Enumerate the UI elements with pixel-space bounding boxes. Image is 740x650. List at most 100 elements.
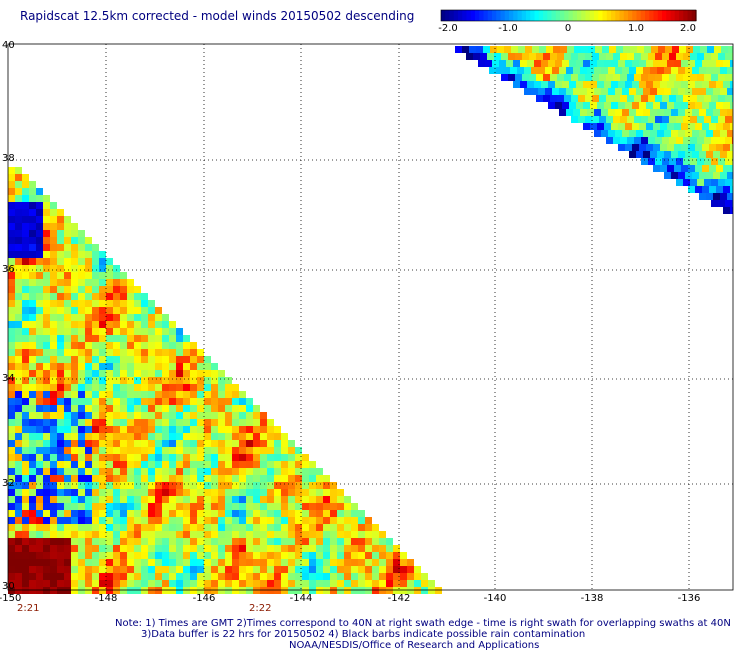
swath-cell (674, 144, 681, 151)
swath-cell (218, 531, 225, 538)
swath-cell (50, 482, 57, 489)
swath-cell (99, 447, 106, 454)
swath-cell (148, 454, 155, 461)
swath-cell (643, 109, 650, 116)
swath-cell (608, 67, 615, 74)
swath-cell (50, 377, 57, 384)
swath-cell (155, 524, 162, 531)
swath-cell (43, 559, 50, 566)
swath-cell (608, 109, 615, 116)
swath-cell (120, 356, 127, 363)
swath-cell (386, 559, 393, 566)
swath-cell (295, 475, 302, 482)
swath-cell (50, 293, 57, 300)
swath-cell (637, 46, 644, 53)
swath-cell (106, 587, 113, 594)
swath-cell (281, 538, 288, 545)
swath-cell (636, 151, 643, 158)
swath-cell (15, 272, 22, 279)
swath-cell (655, 95, 662, 102)
swath-cell (650, 67, 657, 74)
swath-cell (85, 272, 92, 279)
swath-cell (253, 489, 260, 496)
swath-cell (344, 545, 351, 552)
swath-cell (78, 300, 85, 307)
swath-cell (155, 573, 162, 580)
swath-cell (57, 398, 64, 405)
swath-cell (127, 377, 134, 384)
swath-cell (592, 116, 599, 123)
swath-cell (316, 580, 323, 587)
swath-cell (211, 482, 218, 489)
colorbar-cell (619, 10, 625, 21)
swath-cell (650, 88, 657, 95)
swath-cell (78, 531, 85, 538)
swath-cell (43, 251, 50, 258)
swath-cell (351, 510, 358, 517)
swath-cell (288, 489, 295, 496)
swath-cell (606, 74, 613, 81)
swath-cell (57, 363, 64, 370)
swath-cell (657, 151, 664, 158)
swath-cell (64, 377, 71, 384)
swath-cell (569, 102, 576, 109)
swath-cell (330, 566, 337, 573)
swath-cell (148, 587, 155, 594)
swath-cell (580, 88, 587, 95)
swath-cell (71, 461, 78, 468)
swath-cell (211, 538, 218, 545)
swath-cell (134, 419, 141, 426)
swath-cell (606, 53, 613, 60)
swath-cell (309, 538, 316, 545)
swath-cell (518, 46, 525, 53)
swath-cell (43, 496, 50, 503)
swath-cell (183, 475, 190, 482)
swath-cell (43, 363, 50, 370)
swath-cell (197, 552, 204, 559)
swath-cell (127, 566, 134, 573)
swath-cell (732, 137, 733, 144)
swath-cell (323, 587, 330, 594)
swath-cell (29, 286, 36, 293)
swath-cell (662, 53, 669, 60)
lat-label-36: 36 (2, 264, 15, 275)
swath-cell (421, 580, 428, 587)
swath-cell (176, 454, 183, 461)
swath-cell (732, 200, 733, 207)
swath-cell (162, 356, 169, 363)
swath-cell (504, 46, 511, 53)
swath-cell (562, 102, 569, 109)
swath-cell (113, 279, 120, 286)
swath-cell (8, 566, 15, 573)
swath-cell (520, 81, 527, 88)
swath-cell (253, 531, 260, 538)
swath-cell (295, 454, 302, 461)
swath-cell (78, 384, 85, 391)
swath-cell (106, 398, 113, 405)
swath-cell (99, 412, 106, 419)
swath-cell (127, 412, 134, 419)
swath-cell (643, 67, 650, 74)
swath-cell (64, 587, 71, 594)
swath-cell (239, 398, 246, 405)
swath-cell (113, 321, 120, 328)
swath-cell (64, 454, 71, 461)
swath-cell (365, 524, 372, 531)
swath-cell (590, 60, 597, 67)
swath-cell (627, 95, 634, 102)
swath-cell (92, 566, 99, 573)
swath-cell (197, 405, 204, 412)
swath-cell (43, 342, 50, 349)
swath-cell (92, 524, 99, 531)
swath-cell (618, 60, 625, 67)
swath-cell (725, 200, 732, 207)
swath-cell (704, 53, 711, 60)
swath-cell (36, 202, 43, 209)
swath-cell (15, 223, 22, 230)
swath-cell (36, 244, 43, 251)
swath-cell (211, 433, 218, 440)
swath-cell (197, 412, 204, 419)
swath-cell (281, 447, 288, 454)
swath-cell (713, 130, 720, 137)
swath-cell (78, 566, 85, 573)
